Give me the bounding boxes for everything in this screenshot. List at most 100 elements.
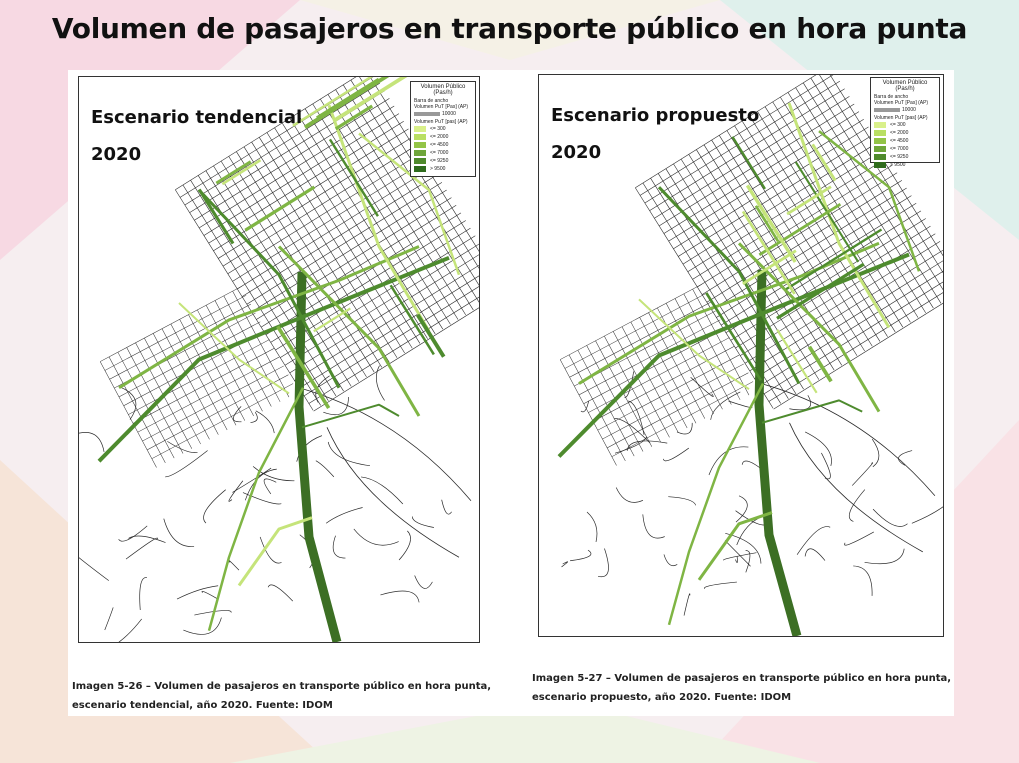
street (260, 204, 457, 328)
legend-swatch (874, 154, 886, 160)
legend-class-label: <= 7000 (430, 150, 449, 156)
street (327, 441, 370, 467)
street (236, 151, 375, 373)
flow-corridor (358, 132, 461, 276)
scenario-label: Escenario tendencial (91, 107, 303, 128)
street (676, 422, 693, 435)
legend-swatch (874, 130, 886, 136)
flow-corridor (811, 143, 837, 182)
street (688, 154, 827, 376)
legend-entry: Barra de ancho (414, 98, 449, 104)
legend-class-label: <= 9250 (430, 158, 449, 164)
street (237, 166, 433, 290)
street (132, 348, 275, 424)
street (642, 514, 665, 539)
street (635, 187, 774, 409)
caption-tendencial: Imagen 5-26 – Volumen de pasajeros en tr… (72, 677, 491, 715)
flow-corridor (197, 188, 235, 245)
street (720, 202, 917, 326)
street (650, 178, 789, 399)
legend-scale-value: 10000 (902, 107, 916, 113)
street (335, 89, 474, 311)
street (680, 158, 820, 380)
street (190, 180, 329, 401)
legend-class-row: <= 7000 (874, 145, 936, 153)
street (607, 372, 749, 449)
street (303, 273, 479, 397)
flow-corridor (277, 245, 421, 417)
flow-corridor (327, 104, 431, 333)
street (241, 174, 438, 297)
street (313, 288, 479, 412)
street (100, 286, 242, 362)
street (128, 535, 166, 543)
street (201, 591, 218, 600)
street (673, 126, 869, 250)
street (109, 303, 251, 380)
scenario-label: Escenario propuesto (551, 105, 760, 126)
street (242, 492, 282, 505)
page-title: Volumen de pasajeros en transporte públi… (51, 12, 968, 45)
flow-corridor (237, 516, 313, 587)
street (323, 397, 349, 416)
street (569, 301, 711, 378)
map-propuesto: Escenario propuesto 2020 Volumen Público… (538, 74, 944, 637)
legend-class-row: <= 300 (414, 125, 472, 133)
street (787, 92, 926, 314)
street (361, 476, 404, 505)
flow-corridor (776, 329, 818, 394)
legend-swatch (414, 150, 426, 156)
street (233, 406, 242, 423)
legend-class-label: > 9500 (430, 166, 446, 172)
legend-swatch (874, 138, 886, 144)
street (580, 400, 590, 413)
street (663, 447, 690, 462)
street (125, 537, 158, 560)
legend-class-row: <= 2000 (874, 129, 936, 137)
street (818, 75, 943, 294)
street (796, 526, 831, 555)
street (375, 365, 385, 401)
street (734, 125, 873, 347)
flow-corridor (97, 255, 450, 463)
caption-line: Imagen 5-26 – Volumen de pasajeros en tr… (72, 681, 492, 692)
street (267, 584, 294, 602)
street (176, 585, 219, 600)
flow-corridor (276, 325, 331, 410)
street (194, 610, 232, 616)
street (165, 450, 208, 478)
street (411, 516, 434, 528)
legend-class-label: <= 4500 (430, 142, 449, 148)
flow-corridor (178, 302, 290, 395)
street (128, 339, 270, 415)
street (578, 319, 721, 396)
street (251, 189, 447, 313)
street (118, 525, 148, 542)
content-panel: Escenario tendencial 2020 Volumen Públic… (68, 70, 954, 716)
legend-entry: Volumen PuT [Pas] (AP) (414, 104, 469, 110)
scenario-year: 2020 (551, 142, 602, 163)
street (804, 548, 826, 561)
flow-corridor (807, 345, 833, 383)
legend-class-label: <= 300 (430, 126, 446, 132)
street (441, 499, 452, 515)
flow-corridor (758, 202, 842, 257)
street (614, 436, 647, 454)
flow-corridor (389, 284, 435, 356)
legend-class-row: <= 9250 (414, 157, 472, 165)
street-grid-west (99, 286, 294, 468)
street (312, 103, 451, 325)
street (768, 279, 943, 402)
street (137, 356, 280, 433)
street (297, 113, 436, 335)
street (668, 496, 697, 506)
street (597, 548, 609, 578)
street (692, 157, 888, 280)
street (789, 422, 923, 553)
legend-class-row: <= 2000 (414, 133, 472, 141)
flow-corridor (557, 252, 910, 458)
street (658, 103, 855, 227)
legend-class-label: <= 9250 (890, 154, 909, 160)
legend-swatch (414, 166, 426, 172)
street (332, 535, 346, 559)
